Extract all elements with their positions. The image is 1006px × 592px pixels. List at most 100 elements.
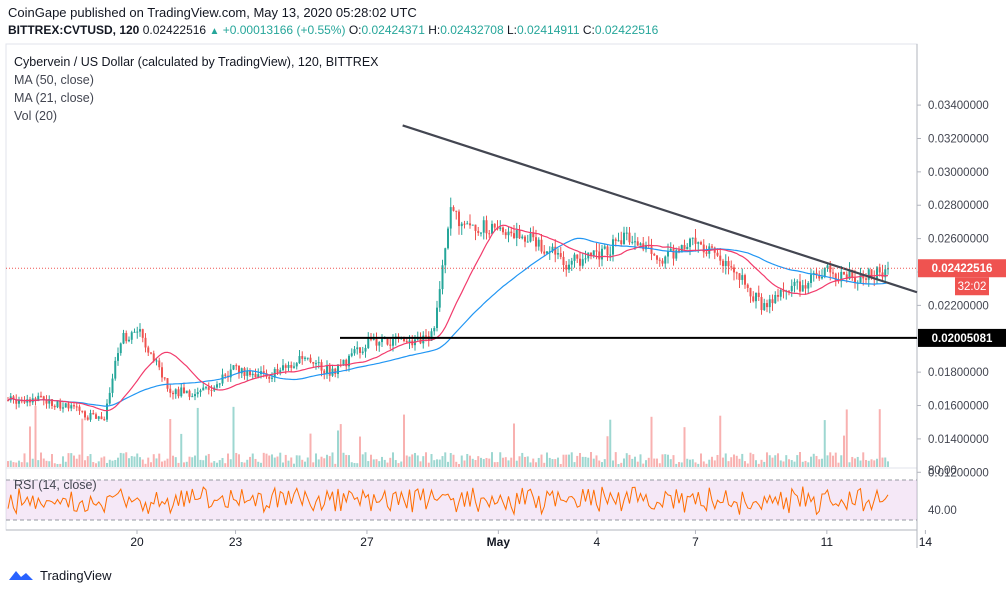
volume-bar (856, 456, 859, 467)
volume-bar (56, 463, 59, 467)
publish-info: CoinGape published on TradingView.com, M… (8, 5, 417, 20)
candle-body (466, 223, 469, 225)
volume-bar (584, 456, 587, 467)
volume-bar (67, 453, 70, 467)
volume-bar (320, 456, 323, 467)
candle-body (312, 362, 315, 364)
volume-bar (521, 452, 524, 467)
candle-body (700, 242, 702, 245)
volume-bar (114, 459, 117, 467)
candle-body (639, 243, 642, 246)
volume-bar (15, 462, 18, 467)
volume-bar (807, 462, 810, 467)
volume-bar (111, 460, 114, 467)
candle-body (532, 233, 535, 238)
volume-bar (276, 456, 279, 467)
candle-body (592, 250, 595, 256)
volume-bar (867, 460, 870, 467)
candle-body (727, 261, 730, 267)
price-chart[interactable]: 0.03400000 0.03200000 0.03000000 0.02800000… (0, 40, 1006, 560)
candle-body (612, 239, 614, 255)
candle-body (155, 360, 158, 362)
volume-bar (29, 426, 31, 467)
volume-bar (177, 462, 180, 467)
volume-bar (108, 459, 111, 467)
candle-body (117, 353, 119, 361)
candle-body (683, 245, 686, 250)
volume-bar (612, 460, 614, 467)
volume-bar (477, 456, 480, 467)
volume-bar (62, 456, 64, 467)
candle-body (768, 299, 771, 308)
candles (7, 197, 889, 422)
volume-bar (31, 458, 34, 467)
high-label: H: (428, 23, 441, 37)
candle-body (381, 338, 383, 343)
volume-bar (804, 460, 807, 467)
volume-bar (675, 463, 678, 467)
volume-bar (290, 457, 293, 467)
candle-body (295, 363, 298, 367)
volume-bar (515, 460, 518, 467)
volume-bar (348, 455, 350, 467)
volume-bar (474, 460, 477, 467)
candle-body (290, 365, 293, 368)
volume-bar (430, 454, 433, 467)
candle-body (829, 265, 832, 273)
volume-bar (603, 459, 606, 467)
candle-body (78, 406, 81, 411)
volume-bar (414, 452, 416, 467)
candle-body (460, 223, 463, 227)
candle-body (823, 268, 826, 277)
candle-body (386, 338, 389, 345)
volume-bar (282, 462, 284, 467)
candle-body (375, 338, 378, 346)
volume-bar (766, 452, 768, 467)
support-label-box (918, 328, 1006, 347)
volume-bar (757, 463, 760, 467)
candle-body (664, 256, 667, 264)
candle-body (12, 396, 15, 400)
candle-body (763, 303, 766, 311)
volume-bar (425, 452, 427, 467)
volume-bar (293, 463, 295, 467)
volume-bar (628, 454, 631, 467)
volume-bar (510, 457, 513, 467)
candle-body (449, 207, 452, 229)
candle-body (689, 238, 691, 247)
volume-bar (650, 416, 653, 467)
candle-body (309, 357, 312, 363)
x-axis: 20 23 27 May 4 7 11 14 (6, 529, 932, 549)
candle-body (268, 376, 271, 379)
candle-body (301, 356, 304, 359)
volume-bar (845, 409, 848, 467)
volume-bar (469, 455, 471, 467)
candle-body (97, 416, 100, 419)
tradingview-footer[interactable]: TradingView (8, 565, 112, 585)
candle-body (207, 387, 210, 390)
volume-bar (658, 463, 661, 467)
volume-bar (466, 453, 469, 467)
candle-body (573, 254, 576, 261)
candle-body (493, 223, 496, 228)
volume-bar (295, 455, 298, 467)
volume-bar (26, 462, 29, 467)
y-tick-label: 0.03400000 (928, 100, 989, 112)
candle-body (194, 394, 196, 397)
volume-bar (92, 462, 95, 467)
volume-bar (606, 436, 609, 467)
candle-body (246, 370, 249, 376)
candle-body (590, 252, 592, 256)
candle-body (535, 237, 537, 247)
candle-body (793, 281, 796, 286)
volume-bar (642, 463, 645, 467)
volume-bar (309, 433, 312, 467)
volume-bar (161, 461, 163, 467)
candle-body (515, 230, 518, 239)
volume-bar (224, 463, 227, 467)
symbol: BITTREX:CVTUSD, 120 (8, 23, 140, 37)
volume-bar (367, 461, 370, 467)
volume-bar (579, 452, 581, 467)
volume-bar (834, 452, 837, 467)
candle-body (562, 256, 565, 265)
